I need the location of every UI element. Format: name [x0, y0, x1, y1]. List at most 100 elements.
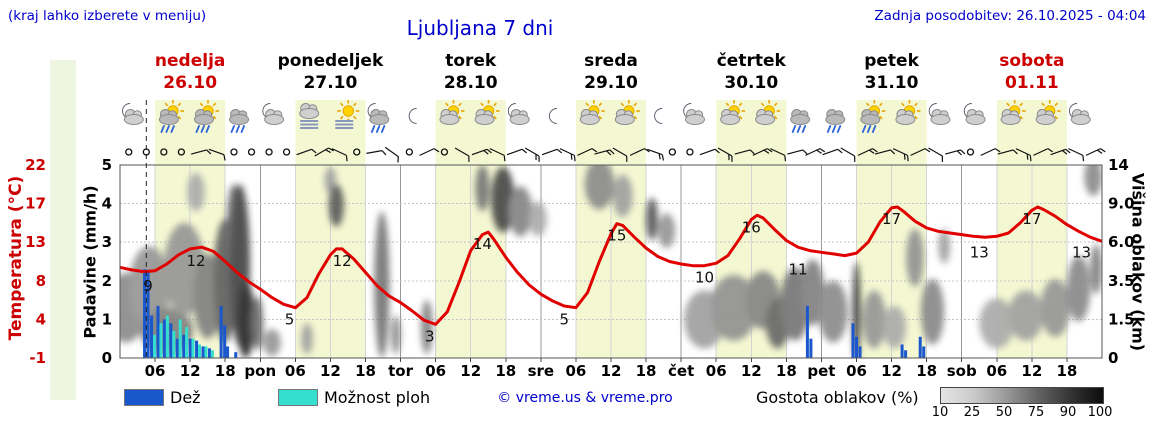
wind-barb: [1033, 148, 1054, 156]
day-name: ponedeljek: [278, 51, 384, 71]
precip-tick: 1: [102, 310, 112, 328]
weather-icon: [507, 103, 530, 125]
moon-glyph: [408, 108, 417, 124]
temp-value-label: 5: [559, 311, 569, 329]
cloud-glyph: [825, 109, 846, 125]
time-label: 18: [355, 362, 376, 380]
weather-icon: [860, 100, 886, 133]
weather-icon: [614, 100, 640, 125]
wind-barb: [997, 149, 1018, 155]
wind-barb: [419, 148, 440, 156]
wind-barb: [125, 148, 133, 156]
day-date: 26.10: [163, 73, 217, 93]
cloud-glyph: [965, 109, 986, 125]
rain-glyph: [831, 125, 837, 133]
wind-barb: [840, 147, 856, 162]
wind-barb: [230, 148, 238, 156]
wind-barb: [770, 148, 787, 162]
wind-barb: [805, 148, 826, 156]
cloud-glyph: [684, 109, 705, 125]
wind-barb: [892, 148, 909, 162]
cloud-glyph: [158, 109, 179, 125]
wind-barb: [577, 148, 598, 156]
time-label: 06: [285, 362, 306, 380]
wind-barb: [1050, 148, 1071, 156]
rain-glyph: [871, 125, 877, 133]
day-date: 29.10: [584, 73, 638, 93]
temp-tick: 17: [25, 195, 46, 213]
weather-icon: [158, 100, 184, 133]
weather-icon: [549, 108, 557, 124]
wind-barb: [559, 148, 576, 162]
time-label: 12: [601, 362, 622, 380]
wind-barb: [594, 149, 615, 156]
wind-barb: [296, 148, 317, 156]
weather-icon: [1000, 100, 1026, 125]
cloud-glyph: [1070, 109, 1091, 125]
weather-icon: [367, 103, 390, 133]
temp-value-label: 5: [285, 311, 295, 329]
rain-glyph: [836, 125, 842, 133]
cloud-glyph: [755, 109, 776, 125]
temp-value-label: 10: [695, 269, 714, 287]
wind-barb: [734, 149, 755, 155]
time-label: 12: [320, 362, 341, 380]
weather-icon: [474, 100, 500, 125]
day-date: 01.11: [1005, 73, 1059, 93]
wind-barb: [1068, 148, 1085, 162]
temp-tick: 13: [25, 233, 46, 251]
cloud-glyph: [860, 109, 881, 125]
precip-tick: 4: [102, 195, 112, 213]
weather-icon: [122, 103, 144, 125]
scale-100: 100: [1087, 405, 1113, 420]
rain-glyph: [160, 125, 165, 133]
temperature-line: [120, 205, 1102, 326]
moon-glyph: [549, 108, 557, 124]
wind-barb: [471, 148, 492, 156]
weather-icon: [299, 103, 320, 129]
wind-barb: [524, 147, 540, 162]
weather-icon: [229, 109, 250, 133]
temp-value-label: 12: [186, 252, 205, 270]
time-label: 06: [986, 362, 1007, 380]
cloud-glyph: [509, 109, 530, 125]
time-label: 06: [565, 362, 586, 380]
rain-glyph: [195, 125, 200, 133]
day-abbrev: pon: [244, 362, 276, 380]
cloud-tick: 0: [1108, 349, 1118, 367]
moon-glyph: [654, 108, 663, 124]
temp-value-label: 15: [607, 227, 626, 245]
weather-icon: [1069, 103, 1091, 125]
cloud-glyph: [895, 109, 916, 125]
cloud-glyph: [579, 109, 600, 125]
time-label: 18: [495, 362, 516, 380]
temp-value-label: 12: [333, 252, 352, 270]
time-label: 18: [916, 362, 937, 380]
cloud-glyph: [474, 109, 495, 125]
rain-glyph: [796, 125, 802, 133]
shower-swatch: [278, 389, 318, 406]
cloud-density-gradient: [940, 387, 1104, 404]
precip-tick: 3: [102, 233, 112, 251]
temp-value-label: 16: [742, 218, 761, 236]
wind-barb: [966, 148, 975, 156]
cloud-glyph: [930, 109, 951, 125]
day-name: sobota: [999, 51, 1064, 71]
wind-barb: [928, 147, 944, 162]
wind-barb: [160, 148, 168, 156]
precipitation-bars: [143, 269, 926, 358]
temp-tick: 4: [36, 310, 46, 328]
copyright-link[interactable]: © vreme.us & vreme.pro: [497, 390, 673, 406]
cloud-glyph: [193, 109, 214, 125]
day-date: 27.10: [304, 73, 358, 93]
cloud-glyph: [790, 109, 811, 125]
temperature-value-labels: 9 12 5 12 3 14 5 15 10 16 11 17 13 17 13: [143, 210, 1091, 345]
temp-tick: 8: [36, 272, 46, 290]
day-abbrev: sob: [947, 362, 977, 380]
day-date: 30.10: [724, 73, 778, 93]
weather-icon: [1035, 100, 1061, 125]
day-abbrev: sre: [528, 362, 555, 380]
cloud-glyph: [369, 109, 390, 125]
